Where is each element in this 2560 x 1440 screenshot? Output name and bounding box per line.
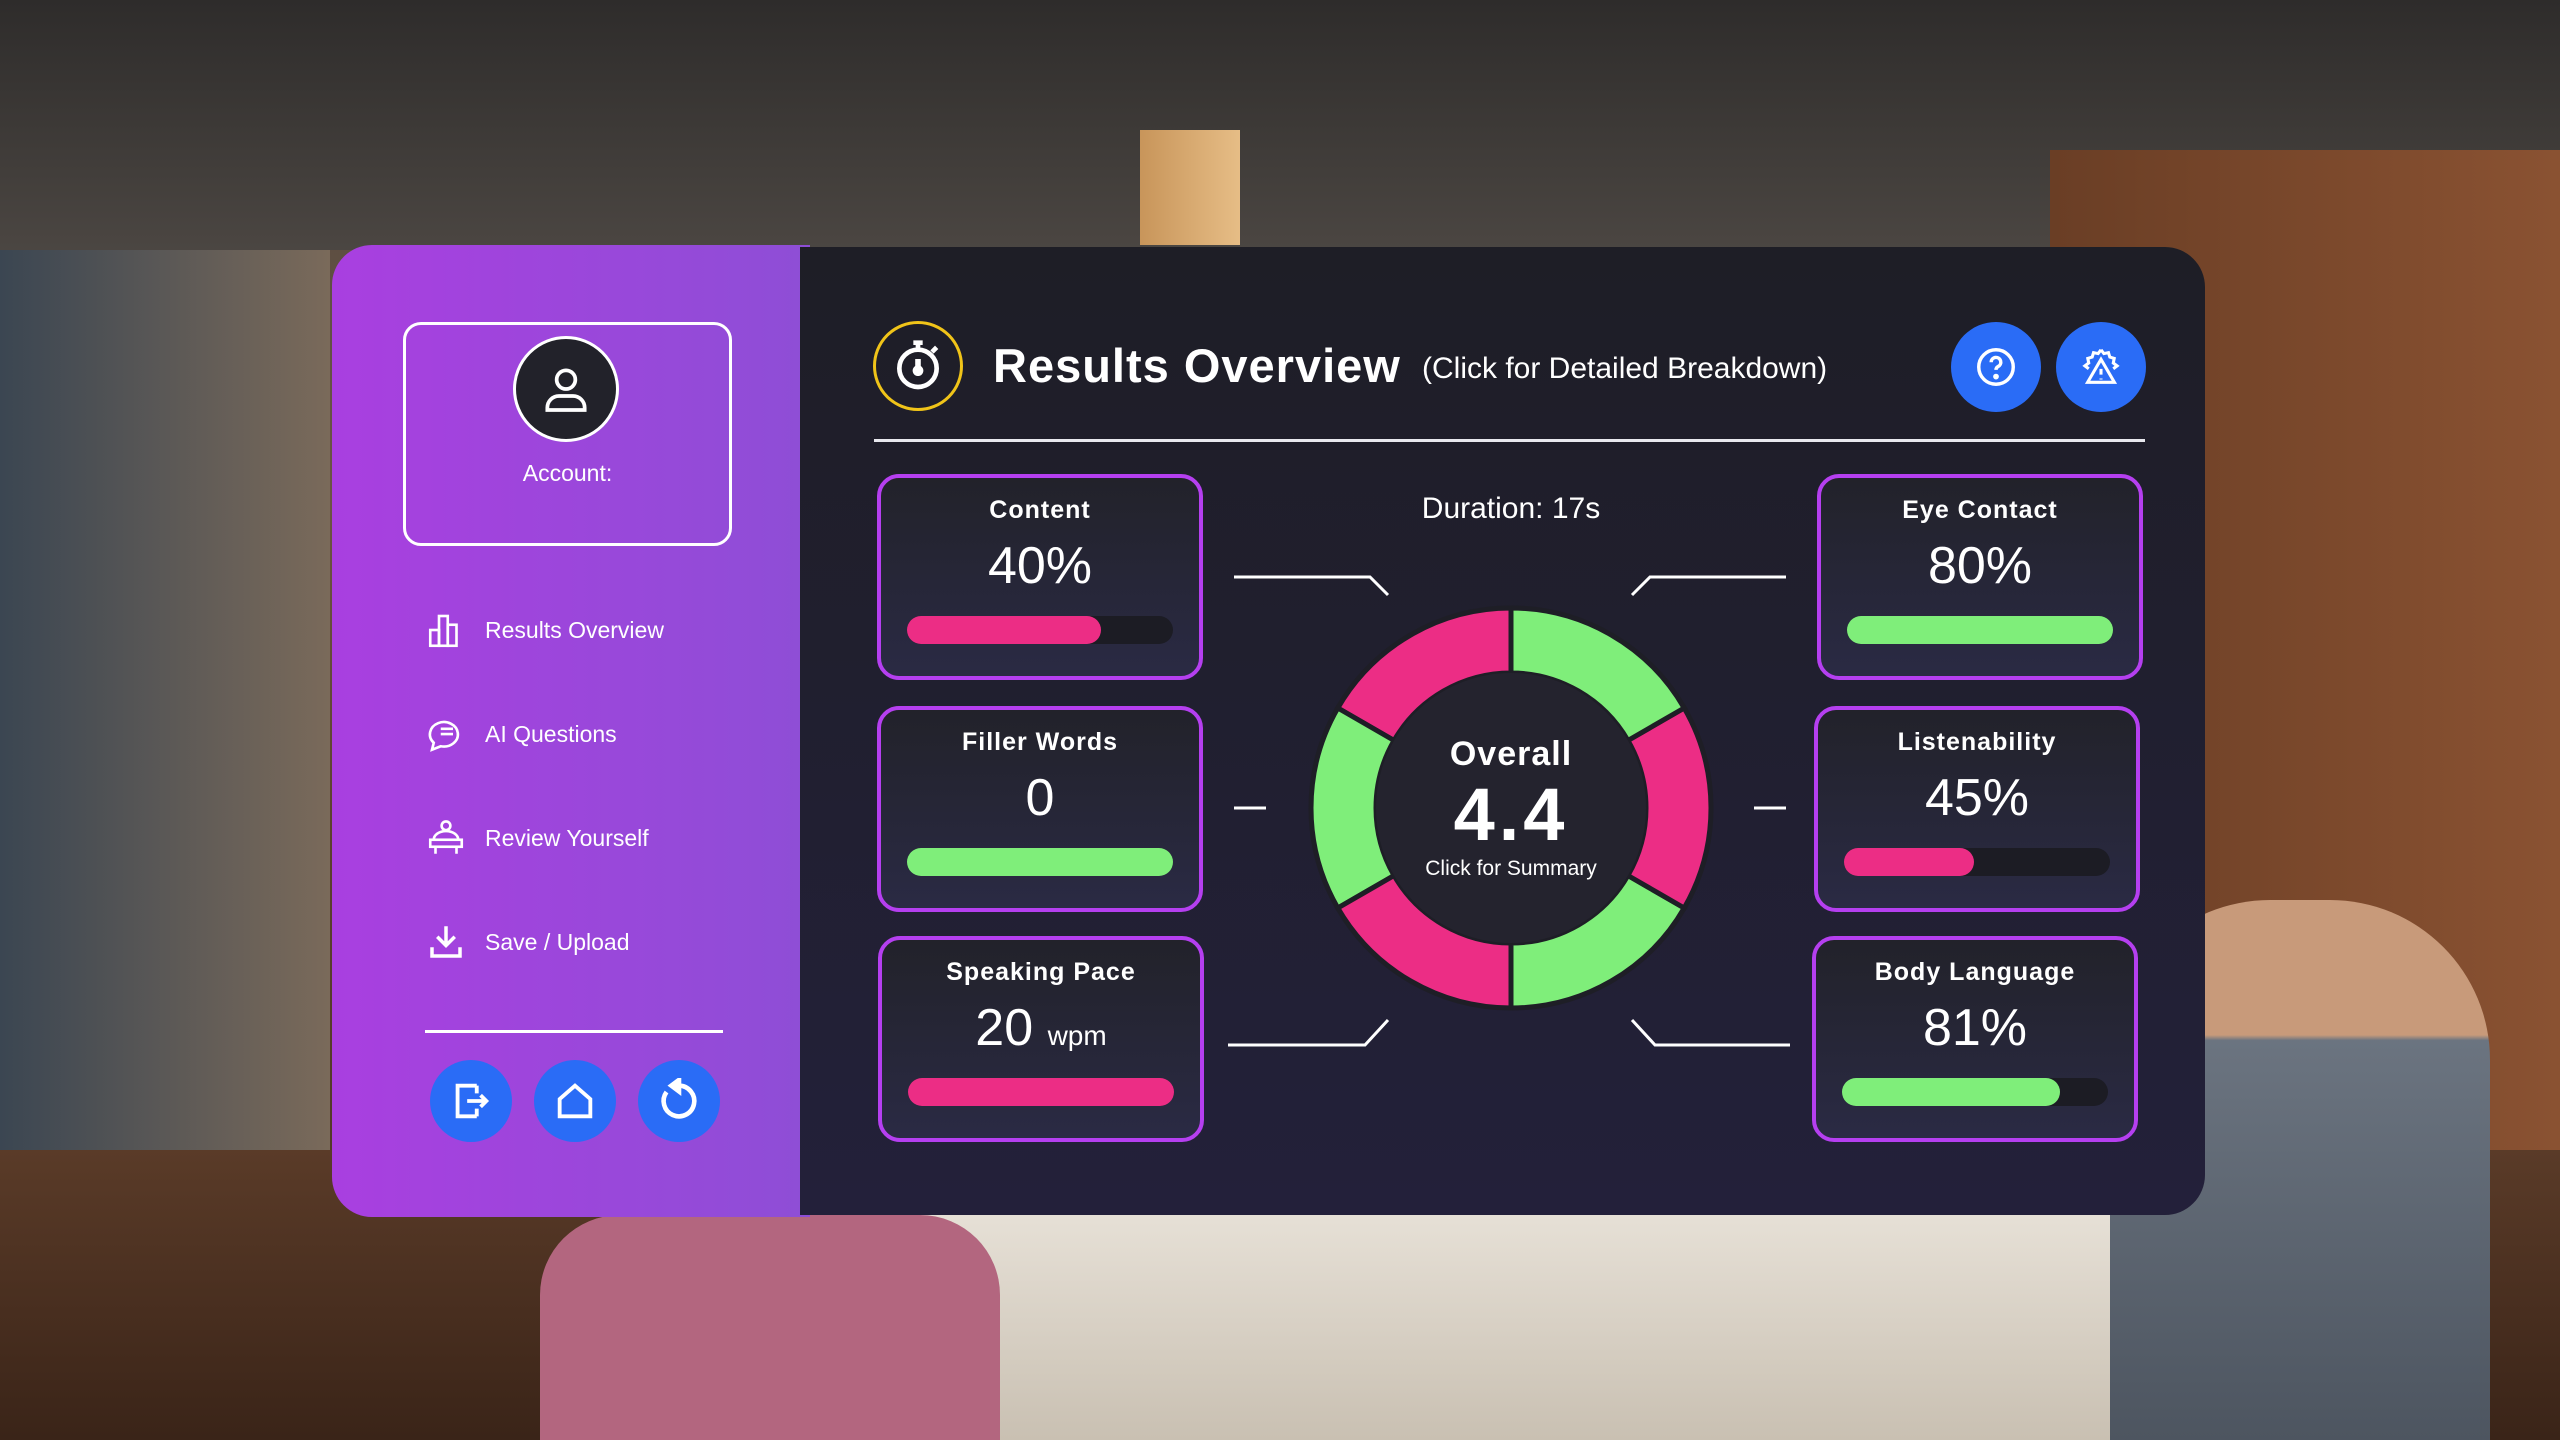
- metric-progress-bar: [1844, 848, 2110, 876]
- sidebar-item-ai-questions[interactable]: AI Questions: [425, 709, 617, 759]
- progress-fill: [1844, 848, 1975, 876]
- chat-icon: [428, 720, 460, 752]
- connector-line: [1228, 1018, 1390, 1047]
- duration-label: Duration: 17s: [1421, 492, 1601, 525]
- user-icon: [545, 368, 587, 412]
- avatar[interactable]: [513, 336, 619, 442]
- sidebar-divider: [425, 1030, 723, 1033]
- account-label: Account:: [522, 460, 613, 486]
- metric-value: 81%: [1922, 999, 2028, 1057]
- metric-card-speaking-pace[interactable]: Speaking Pace 20 wpm: [878, 936, 1204, 1142]
- background-window: [0, 250, 330, 1150]
- home-icon: [557, 1083, 593, 1119]
- download-icon: [430, 926, 462, 958]
- header-divider: [874, 439, 2145, 442]
- metric-progress-bar: [908, 1078, 1174, 1106]
- refresh-icon: [661, 1078, 697, 1119]
- progress-fill: [907, 616, 1102, 644]
- page-title[interactable]: Results Overview: [993, 339, 1401, 392]
- metric-value-wrap: 20 wpm: [882, 998, 1200, 1058]
- overall-score: 4.4: [1453, 773, 1569, 856]
- metric-card-listenability[interactable]: Listenability 45%: [1814, 706, 2140, 912]
- bar-chart-icon: [428, 614, 458, 648]
- metric-card-filler-words[interactable]: Filler Words 0: [877, 706, 1203, 912]
- metric-card-content[interactable]: Content 40%: [877, 474, 1203, 680]
- background-avatar-person: [540, 1215, 1000, 1440]
- metric-card-body-language[interactable]: Body Language 81%: [1812, 936, 2138, 1142]
- refresh-button[interactable]: [638, 1060, 720, 1142]
- help-icon: [1977, 348, 2015, 386]
- exit-icon: [455, 1083, 490, 1119]
- metric-title: Listenability: [1897, 728, 2057, 756]
- progress-fill: [908, 1078, 1174, 1106]
- settings-warning-icon: [2082, 348, 2120, 384]
- metric-value: 45%: [1924, 769, 2030, 827]
- overall-label: Overall: [1449, 735, 1573, 773]
- sidebar-item-label: AI Questions: [485, 720, 617, 747]
- metric-card-eye-contact[interactable]: Eye Contact 80%: [1817, 474, 2143, 680]
- metric-value: 40%: [987, 537, 1093, 595]
- metric-value: 0: [1025, 769, 1055, 827]
- metric-title: Body Language: [1874, 958, 2076, 986]
- connector-line: [1630, 1018, 1790, 1047]
- metric-value: 80%: [1927, 537, 2033, 595]
- progress-fill: [907, 848, 1173, 876]
- summary-hint[interactable]: Click for Summary: [1425, 857, 1597, 880]
- progress-fill: [1847, 616, 2113, 644]
- metric-progress-bar: [907, 848, 1173, 876]
- exit-button[interactable]: [430, 1060, 512, 1142]
- metric-progress-bar: [1842, 1078, 2108, 1106]
- sidebar-item-review-yourself[interactable]: Review Yourself: [425, 813, 649, 863]
- stopwatch-button[interactable]: [873, 321, 963, 411]
- sidebar-item-save-upload[interactable]: Save / Upload: [425, 917, 629, 967]
- connector-line: [1234, 575, 1390, 597]
- sidebar-item-label: Results Overview: [485, 616, 664, 643]
- donut-connectors: [1228, 575, 1790, 1047]
- sidebar-item-results-overview[interactable]: Results Overview: [425, 605, 664, 655]
- metric-title: Speaking Pace: [946, 958, 1136, 986]
- metric-progress-bar: [1847, 616, 2113, 644]
- metric-title: Content: [989, 496, 1091, 524]
- sidebar-item-label: Save / Upload: [485, 928, 630, 955]
- detailed-breakdown-hint[interactable]: (Click for Detailed Breakdown): [1422, 352, 1828, 385]
- help-button[interactable]: [1951, 322, 2041, 412]
- connector-line: [1630, 575, 1786, 597]
- stopwatch-icon: [897, 340, 939, 390]
- donut-center[interactable]: [1376, 673, 1646, 943]
- metric-title: Filler Words: [961, 728, 1118, 756]
- metric-progress-bar: [907, 616, 1173, 644]
- presenter-icon: [428, 820, 464, 854]
- metric-unit: wpm: [1047, 1020, 1107, 1051]
- metric-title: Eye Contact: [1902, 496, 2058, 524]
- background-lamp: [1140, 130, 1240, 245]
- background-table: [900, 1215, 2200, 1440]
- settings-button[interactable]: [2056, 322, 2146, 412]
- metric-value: 20: [975, 999, 1034, 1057]
- overall-donut-chart[interactable]: [1301, 598, 1721, 1018]
- sidebar-item-label: Review Yourself: [485, 824, 649, 851]
- account-card[interactable]: [403, 322, 732, 546]
- home-button[interactable]: [534, 1060, 616, 1142]
- progress-fill: [1842, 1078, 2061, 1106]
